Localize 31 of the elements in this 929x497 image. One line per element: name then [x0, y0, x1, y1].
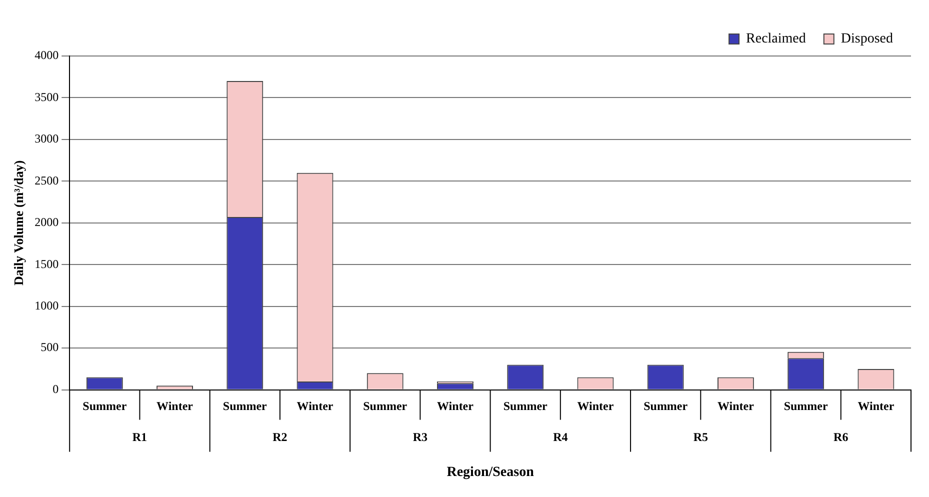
x-tick-label: Winter — [296, 399, 334, 414]
y-tick-label: 3000 — [34, 132, 59, 146]
x-tick-label: Summer — [363, 399, 408, 414]
y-tick-label: 4000 — [34, 48, 59, 62]
text: R6 — [834, 430, 848, 444]
y-axis-title: Daily Volume (m³/day) — [11, 160, 26, 286]
x-tick-label: Winter — [437, 399, 474, 414]
text: R1 — [132, 430, 148, 444]
x-tick-label: Winter — [577, 399, 614, 414]
y-tick-label: 1000 — [34, 298, 59, 313]
y-tick-label: 0 — [52, 382, 59, 396]
y-tick-label: 2000 — [34, 215, 59, 230]
y-tick-label: 3500 — [34, 90, 59, 104]
legend-label: Disposed — [840, 32, 894, 47]
x-tick-label: Summer — [644, 399, 688, 414]
x-tick-label: Summer — [82, 399, 128, 414]
x-tick-label: Winter — [156, 399, 194, 414]
y-tick-label: 2500 — [34, 173, 59, 188]
x-tick-label: Summer — [784, 399, 828, 414]
text: R2 — [272, 430, 288, 444]
x-tick-label: Summer — [222, 399, 268, 414]
text: R5 — [693, 430, 708, 444]
y-tick-label: 500 — [40, 340, 59, 354]
legend-label: Reclaimed — [746, 32, 806, 47]
x-tick-label: Winter — [717, 399, 755, 414]
x-tick-label: Summer — [503, 399, 548, 414]
x-axis-title: Region/Season — [446, 465, 534, 480]
y-tick-label: 1500 — [34, 256, 59, 271]
text: R4 — [553, 430, 568, 444]
x-tick-label: Winter — [858, 399, 895, 414]
text: R3 — [412, 430, 428, 444]
